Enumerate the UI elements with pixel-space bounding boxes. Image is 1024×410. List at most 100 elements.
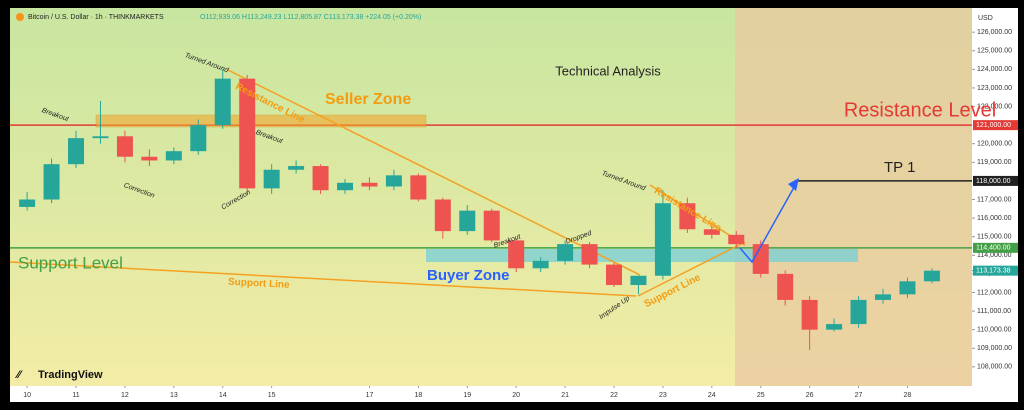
ohlc: O112,939.06 H113,249.23 L112,805.87 C113… bbox=[200, 14, 421, 21]
candle-body bbox=[850, 299, 867, 325]
x-tick-label: 17 bbox=[366, 392, 374, 399]
x-tick-label: 27 bbox=[855, 392, 863, 399]
level-label: Support Level bbox=[18, 253, 123, 272]
candle-body bbox=[801, 299, 818, 330]
zone-label: Seller Zone bbox=[325, 91, 411, 108]
candle-body bbox=[165, 151, 182, 161]
x-tick-label: 18 bbox=[414, 392, 422, 399]
x-tick-label: 23 bbox=[659, 392, 667, 399]
candle-body bbox=[728, 234, 745, 245]
y-tick-label: 110,000.00 bbox=[977, 327, 1012, 334]
x-tick-label: 19 bbox=[463, 392, 471, 399]
y-tick-label: 111,000.00 bbox=[977, 308, 1011, 315]
y-tick-label: 122,000.00 bbox=[977, 103, 1012, 110]
candle-body bbox=[654, 203, 671, 276]
candle-body bbox=[312, 166, 329, 191]
line-label: Support Line bbox=[228, 277, 291, 291]
zone-label: Buyer Zone bbox=[427, 267, 510, 284]
level-label: Resistance Level bbox=[844, 99, 996, 121]
candle-body bbox=[899, 281, 916, 295]
y-tick-label: 126,000.00 bbox=[977, 29, 1012, 36]
x-tick-label: 21 bbox=[561, 392, 569, 399]
candle-body bbox=[606, 264, 623, 286]
candle-body bbox=[410, 175, 427, 200]
price-tag-label: 118,000.00 bbox=[976, 178, 1011, 185]
seller-zone bbox=[95, 114, 427, 128]
y-tick-label: 112,000.00 bbox=[977, 289, 1012, 296]
y-tick-label: 116,000.00 bbox=[977, 215, 1012, 222]
y-tick-label: 120,000.00 bbox=[977, 141, 1012, 148]
buyer-zone bbox=[426, 249, 858, 262]
y-tick-label: 119,000.00 bbox=[977, 159, 1012, 166]
arrow-head bbox=[788, 178, 799, 191]
candle-body bbox=[92, 136, 109, 139]
candle-body bbox=[141, 156, 158, 161]
level-label: TP 1 bbox=[884, 159, 915, 176]
symbol: Bitcoin / U.S. Dollar · 1h · THINKMARKET… bbox=[28, 14, 164, 21]
candle-body bbox=[826, 324, 843, 330]
forecast-zone bbox=[735, 8, 972, 386]
candle-body bbox=[239, 78, 256, 189]
candle-body bbox=[483, 210, 500, 241]
candle-body bbox=[679, 203, 696, 230]
price-tag-label: 114,400.00 bbox=[976, 245, 1011, 252]
candle-body bbox=[508, 240, 525, 269]
price-tag bbox=[973, 265, 1018, 276]
candle-body bbox=[777, 273, 794, 300]
x-tick-label: 22 bbox=[610, 392, 618, 399]
candle-body bbox=[337, 182, 354, 191]
candle-body bbox=[874, 294, 891, 300]
candle-body bbox=[532, 260, 549, 269]
candle-body bbox=[68, 138, 85, 165]
resistance-line bbox=[227, 69, 641, 276]
x-tick-label: 25 bbox=[757, 392, 765, 399]
candle-body bbox=[434, 199, 451, 232]
y-tick-label: 125,000.00 bbox=[977, 48, 1012, 55]
symbol-icon bbox=[16, 13, 24, 21]
candle-body bbox=[263, 169, 280, 189]
candle-body bbox=[703, 229, 720, 235]
y-tick-label: 114,000.00 bbox=[977, 252, 1012, 259]
y-tick-label: 115,000.00 bbox=[977, 234, 1012, 241]
y-tick-label: 124,000.00 bbox=[977, 66, 1012, 73]
x-tick-label: 14 bbox=[219, 392, 227, 399]
price-axis bbox=[972, 8, 1018, 402]
price-tag bbox=[973, 120, 1018, 131]
brand-logo: ⁄⁄ bbox=[14, 369, 23, 381]
projection-arrow bbox=[739, 181, 798, 264]
x-tick-label: 20 bbox=[512, 392, 520, 399]
candle-body bbox=[752, 244, 769, 274]
support-line bbox=[637, 241, 746, 297]
y-tick-label: 117,000.00 bbox=[977, 196, 1012, 203]
x-tick-label: 13 bbox=[170, 392, 178, 399]
y-tick-label: 108,000.00 bbox=[977, 364, 1012, 371]
candle-body bbox=[19, 199, 36, 207]
candle-body bbox=[385, 175, 402, 187]
x-tick-label: 28 bbox=[904, 392, 912, 399]
x-tick-label: 11 bbox=[72, 392, 79, 399]
candle-body bbox=[459, 210, 476, 232]
candle-body bbox=[288, 166, 305, 170]
support-line bbox=[9, 261, 637, 297]
time-axis bbox=[10, 386, 972, 402]
candle-body bbox=[190, 125, 207, 152]
x-tick-label: 24 bbox=[708, 392, 716, 399]
x-tick-label: 12 bbox=[121, 392, 129, 399]
candle-body bbox=[923, 270, 940, 282]
price-tag bbox=[973, 242, 1018, 253]
candle-body bbox=[361, 182, 378, 187]
price-tag-label: 113,173.38 bbox=[976, 268, 1011, 275]
candle-body bbox=[557, 244, 574, 261]
y-tick-label: 123,000.00 bbox=[977, 85, 1012, 92]
brand: TradingView bbox=[38, 369, 103, 381]
axis-unit: USD bbox=[978, 15, 993, 22]
price-tag bbox=[973, 175, 1018, 186]
y-tick-label: 109,000.00 bbox=[977, 345, 1012, 352]
candle-body bbox=[116, 136, 133, 157]
candle-body bbox=[581, 244, 598, 265]
candle-body bbox=[630, 275, 647, 286]
candle-body bbox=[214, 78, 231, 126]
x-tick-label: 10 bbox=[23, 392, 31, 399]
